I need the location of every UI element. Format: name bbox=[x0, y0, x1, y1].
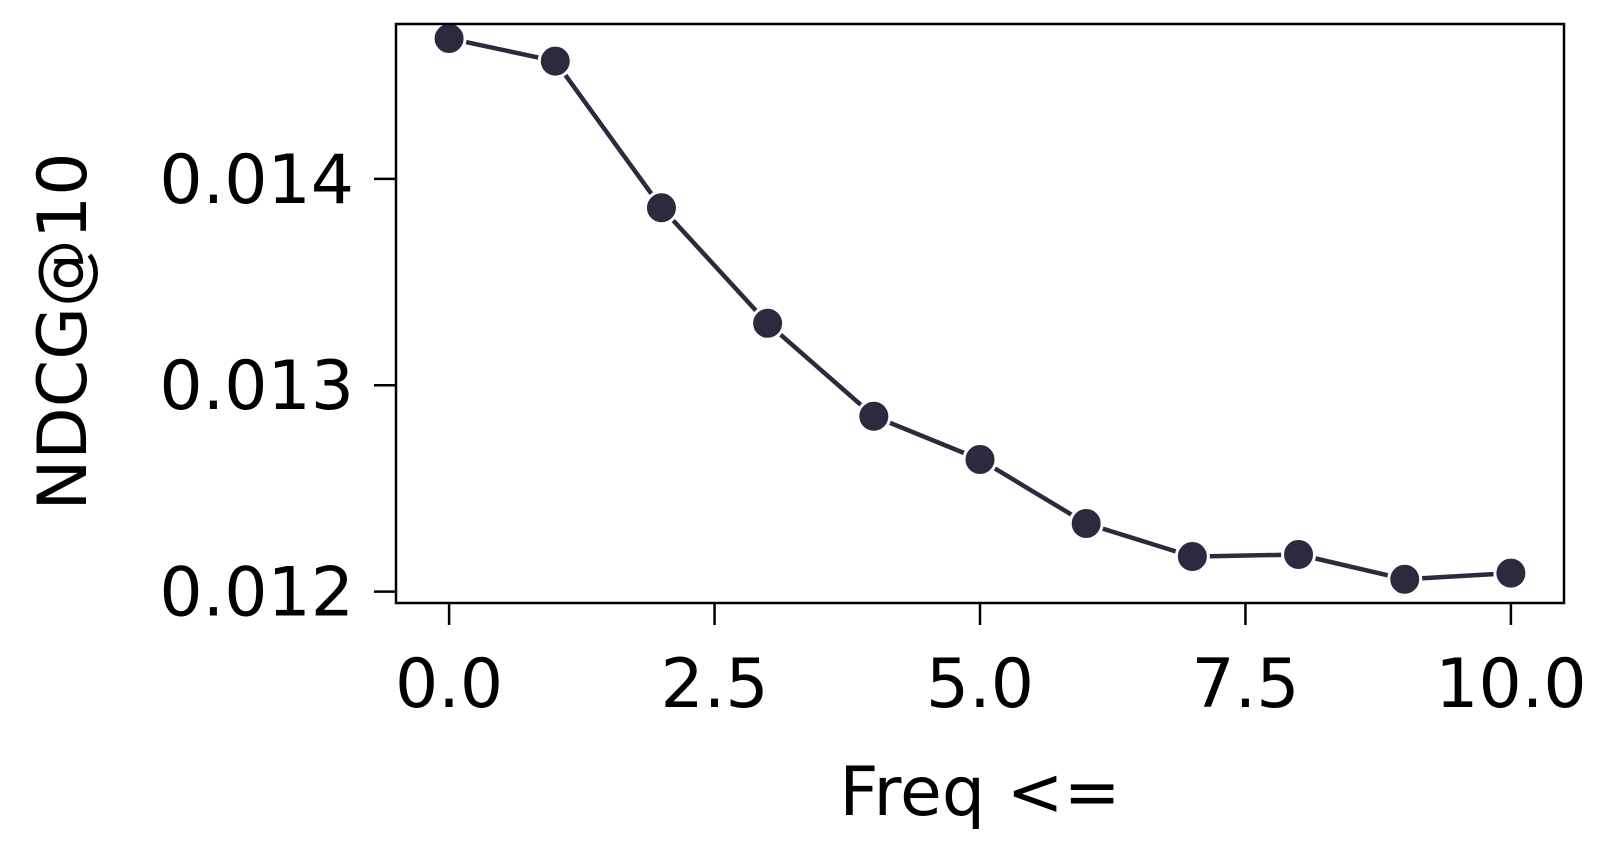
x-tick-label: 2.5 bbox=[660, 645, 768, 724]
data-point bbox=[537, 43, 573, 79]
data-point bbox=[431, 20, 467, 56]
data-point bbox=[1493, 555, 1529, 591]
data-point bbox=[962, 442, 998, 478]
y-tick-label: 0.014 bbox=[159, 141, 354, 220]
data-point bbox=[1281, 536, 1317, 572]
data-point bbox=[1387, 561, 1423, 597]
y-tick-label: 0.013 bbox=[159, 347, 354, 426]
x-tick-label: 10.0 bbox=[1435, 645, 1586, 724]
y-tick-label: 0.012 bbox=[159, 554, 354, 633]
data-point bbox=[856, 398, 892, 434]
data-point bbox=[1174, 539, 1210, 575]
data-point bbox=[1068, 506, 1104, 542]
data-point bbox=[643, 190, 679, 226]
series-layer bbox=[431, 20, 1529, 597]
x-tick-label: 0.0 bbox=[395, 645, 503, 724]
axis-ticks: 0.0 2.5 5.0 7.5 10.0 0.012 0.013 0.014 bbox=[159, 141, 1586, 724]
x-tick-label: 5.0 bbox=[926, 645, 1034, 724]
x-axis-label: Freq <= bbox=[839, 753, 1120, 832]
plot-frame bbox=[394, 22, 1566, 605]
data-point bbox=[750, 305, 786, 341]
x-tick-label: 7.5 bbox=[1191, 645, 1299, 724]
y-axis-label: NDCG@10 bbox=[24, 153, 103, 511]
